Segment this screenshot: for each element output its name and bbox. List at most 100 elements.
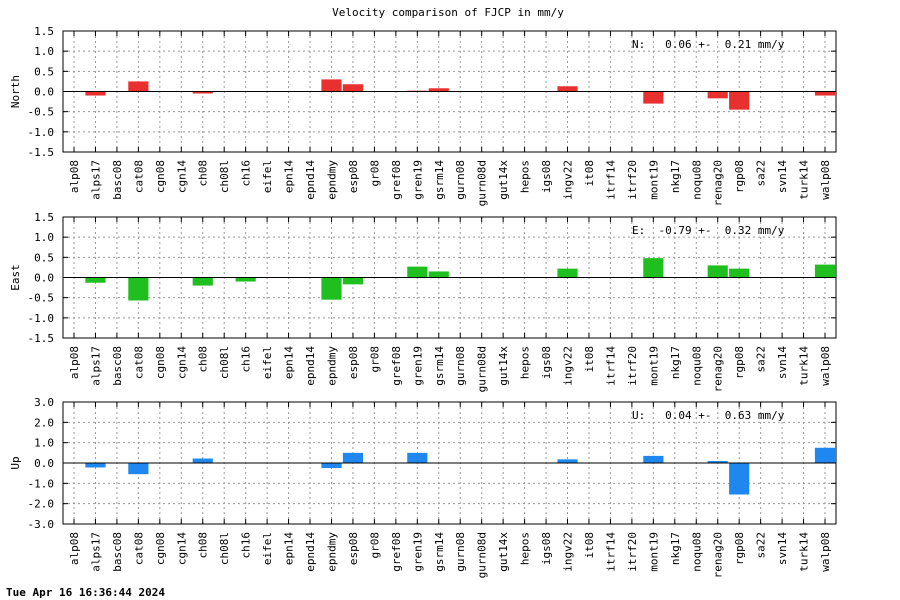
- panel-north: 1.5 1.0 0.5 0.0 -0.5 -1.0 -1.5 alp08 alps17 basc0…: [9, 25, 837, 206]
- x-tick-label: alps17: [89, 346, 102, 386]
- x-tick-label: cgn14: [175, 532, 188, 565]
- bar-ingv22: [557, 459, 578, 463]
- x-tick-label: ingv22: [562, 532, 575, 572]
- x-tick-label: cat08: [132, 532, 145, 565]
- bar-cat08: [128, 81, 149, 92]
- x-tick-label: igs08: [540, 346, 553, 379]
- x-tick-label: ch16: [240, 532, 253, 559]
- bar-renag20: [707, 91, 728, 99]
- x-tick-label: gut14x: [497, 346, 510, 386]
- y-tick-label: -1.0: [28, 126, 55, 139]
- y-axis-label: Up: [9, 456, 22, 469]
- plot-frame: [62, 30, 837, 153]
- x-tick-label: ch08: [197, 532, 210, 559]
- x-tick-label: ch16: [240, 160, 253, 187]
- y-tick-label: 3.0: [34, 396, 54, 409]
- x-tick-label: renag20: [712, 160, 725, 206]
- x-tick-label: cgn14: [175, 160, 188, 193]
- x-tick-label: epndmy: [325, 532, 338, 572]
- x-tick-label: alps17: [89, 532, 102, 572]
- x-tick-label: eifel: [261, 160, 274, 193]
- x-tick-label: alp08: [68, 160, 81, 193]
- x-tick-label: svn14: [776, 160, 789, 193]
- x-tick-label: epnd14: [304, 532, 317, 572]
- x-tick-label: hepos: [519, 532, 532, 565]
- x-tick-label: it08: [583, 160, 596, 187]
- y-tick-label: 0.0: [34, 86, 54, 99]
- x-tick-label: alps17: [89, 160, 102, 200]
- x-tick-label: gurn08d: [476, 346, 489, 392]
- y-tick-label: -1.0: [28, 477, 55, 490]
- x-tick-label: noqu08: [690, 160, 703, 200]
- bar-walp08: [814, 264, 836, 278]
- x-tick-label: gr08: [368, 160, 381, 187]
- bar-gsrm14: [428, 88, 449, 92]
- x-tick-label: epnd14: [304, 346, 317, 386]
- y-tick-label: 0.0: [34, 457, 54, 470]
- bar-esp08: [342, 84, 364, 92]
- x-tick-label: hepos: [519, 346, 532, 379]
- x-tick-label: walp08: [819, 532, 832, 572]
- x-tick-label: ch08l: [218, 532, 231, 565]
- x-tick-label: gr08: [368, 346, 381, 373]
- bar-gren19: [407, 266, 428, 278]
- x-tick-label: gurn08d: [476, 532, 489, 578]
- summary-label: N: 0.06 +- 0.21 mm/y: [632, 38, 785, 51]
- x-tick-label: sa22: [755, 160, 768, 187]
- x-tick-label: gren19: [411, 532, 424, 572]
- x-tick-label: ingv22: [562, 346, 575, 386]
- x-tick-label: ingv22: [562, 160, 575, 200]
- y-tick-label: -1.0: [28, 312, 55, 325]
- x-tick-label: noqu08: [690, 532, 703, 572]
- bar-epndmy: [321, 277, 342, 300]
- y-tick-label: 2.0: [34, 416, 54, 429]
- plot-frame: [62, 216, 837, 339]
- x-tick-label: mont19: [647, 532, 660, 572]
- x-tick-label: itrf14: [604, 160, 617, 200]
- x-tick-label: gurn08: [454, 160, 467, 200]
- bar-cat08: [128, 277, 149, 301]
- x-tick-label: itrf20: [626, 532, 639, 572]
- x-tick-label: gref08: [390, 532, 403, 572]
- y-tick-label: 0.5: [34, 65, 54, 78]
- bar-ingv22: [557, 268, 578, 278]
- panel-east: 1.5 1.0 0.5 0.0 -0.5 -1.0 -1.5 alp08 alps17 basc0…: [9, 211, 837, 392]
- x-tick-label: epn14: [283, 346, 296, 379]
- x-tick-label: ch08: [197, 160, 210, 187]
- x-tick-label: rgp08: [733, 532, 746, 565]
- x-tick-label: mont19: [647, 346, 660, 386]
- y-tick-label: -0.5: [28, 292, 55, 305]
- bar-renag20: [707, 460, 728, 463]
- y-tick-label: -1.5: [28, 146, 55, 159]
- x-tick-label: alp08: [68, 532, 81, 565]
- bar-gren19: [407, 452, 428, 463]
- x-tick-label: sa22: [755, 346, 768, 373]
- x-tick-label: gren19: [411, 346, 424, 386]
- x-tick-label: ch08l: [218, 160, 231, 193]
- x-tick-label: esp08: [347, 346, 360, 379]
- y-tick-label: 0.5: [34, 251, 54, 264]
- y-axis-label: East: [9, 264, 22, 291]
- x-tick-label: gurn08d: [476, 160, 489, 206]
- plot-frame: [62, 401, 837, 525]
- y-tick-label: 1.0: [34, 45, 54, 58]
- x-tick-label: renag20: [712, 346, 725, 392]
- x-tick-label: gren19: [411, 160, 424, 200]
- x-tick-label: nkg17: [669, 160, 682, 193]
- bar-mont19: [643, 455, 664, 463]
- x-tick-label: cat08: [132, 346, 145, 379]
- x-tick-label: svn14: [776, 346, 789, 379]
- x-tick-label: turk14: [798, 532, 811, 572]
- x-tick-label: hepos: [519, 160, 532, 193]
- x-tick-label: ch08: [197, 346, 210, 373]
- x-tick-label: cgn08: [154, 346, 167, 379]
- x-tick-label: svn14: [776, 532, 789, 565]
- bar-mont19: [643, 258, 664, 278]
- bar-ch08: [192, 458, 213, 463]
- x-tick-label: itrf20: [626, 160, 639, 200]
- x-tick-label: basc08: [111, 532, 124, 572]
- x-tick-label: gurn08: [454, 346, 467, 386]
- x-tick-label: cgn08: [154, 160, 167, 193]
- summary-label: E: -0.79 +- 0.32 mm/y: [632, 224, 785, 237]
- x-tick-label: it08: [583, 532, 596, 559]
